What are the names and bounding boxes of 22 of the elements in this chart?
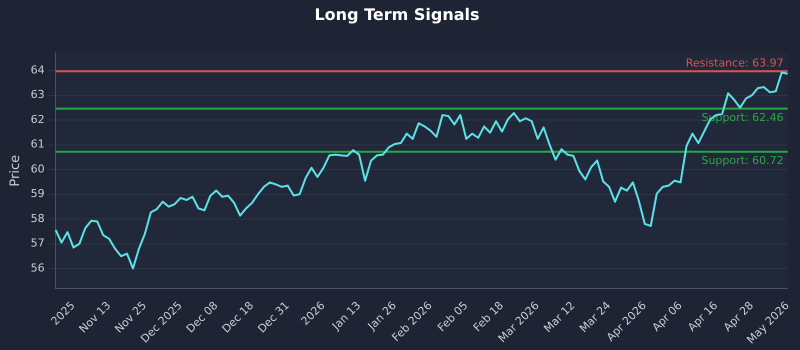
y-tick-label: 63 [30, 88, 45, 102]
ref-line-label: Support: 60.72 [701, 154, 784, 168]
y-tick-label: 57 [30, 236, 45, 250]
x-tick-label: Dec 18 [220, 298, 256, 336]
x-tick-label: Apr 16 [685, 298, 720, 334]
x-tick-label: Jan 13 [329, 298, 364, 334]
y-tick-label: 64 [30, 63, 45, 76]
y-tick-label: 60 [30, 162, 45, 176]
y-tick-label: 56 [30, 261, 45, 274]
x-tick-label: Dec 31 [255, 298, 292, 336]
y-axis-title: Price [8, 154, 24, 187]
x-tick-label: Feb 05 [435, 298, 470, 334]
y-tick-label: 62 [30, 112, 45, 126]
x-tick-label: Apr 06 [650, 298, 685, 334]
x-tick-label: Nov 13 [76, 298, 114, 336]
y-tick-label: 59 [30, 187, 45, 200]
y-tick-label: 61 [30, 138, 45, 151]
chart-title: Long Term Signals [314, 4, 480, 24]
y-tick-label: 58 [30, 212, 45, 225]
x-tick-label: Dec 08 [184, 298, 220, 336]
ref-line-label: Resistance: 63.97 [686, 56, 784, 70]
x-tick-label: Mar 12 [541, 298, 578, 336]
